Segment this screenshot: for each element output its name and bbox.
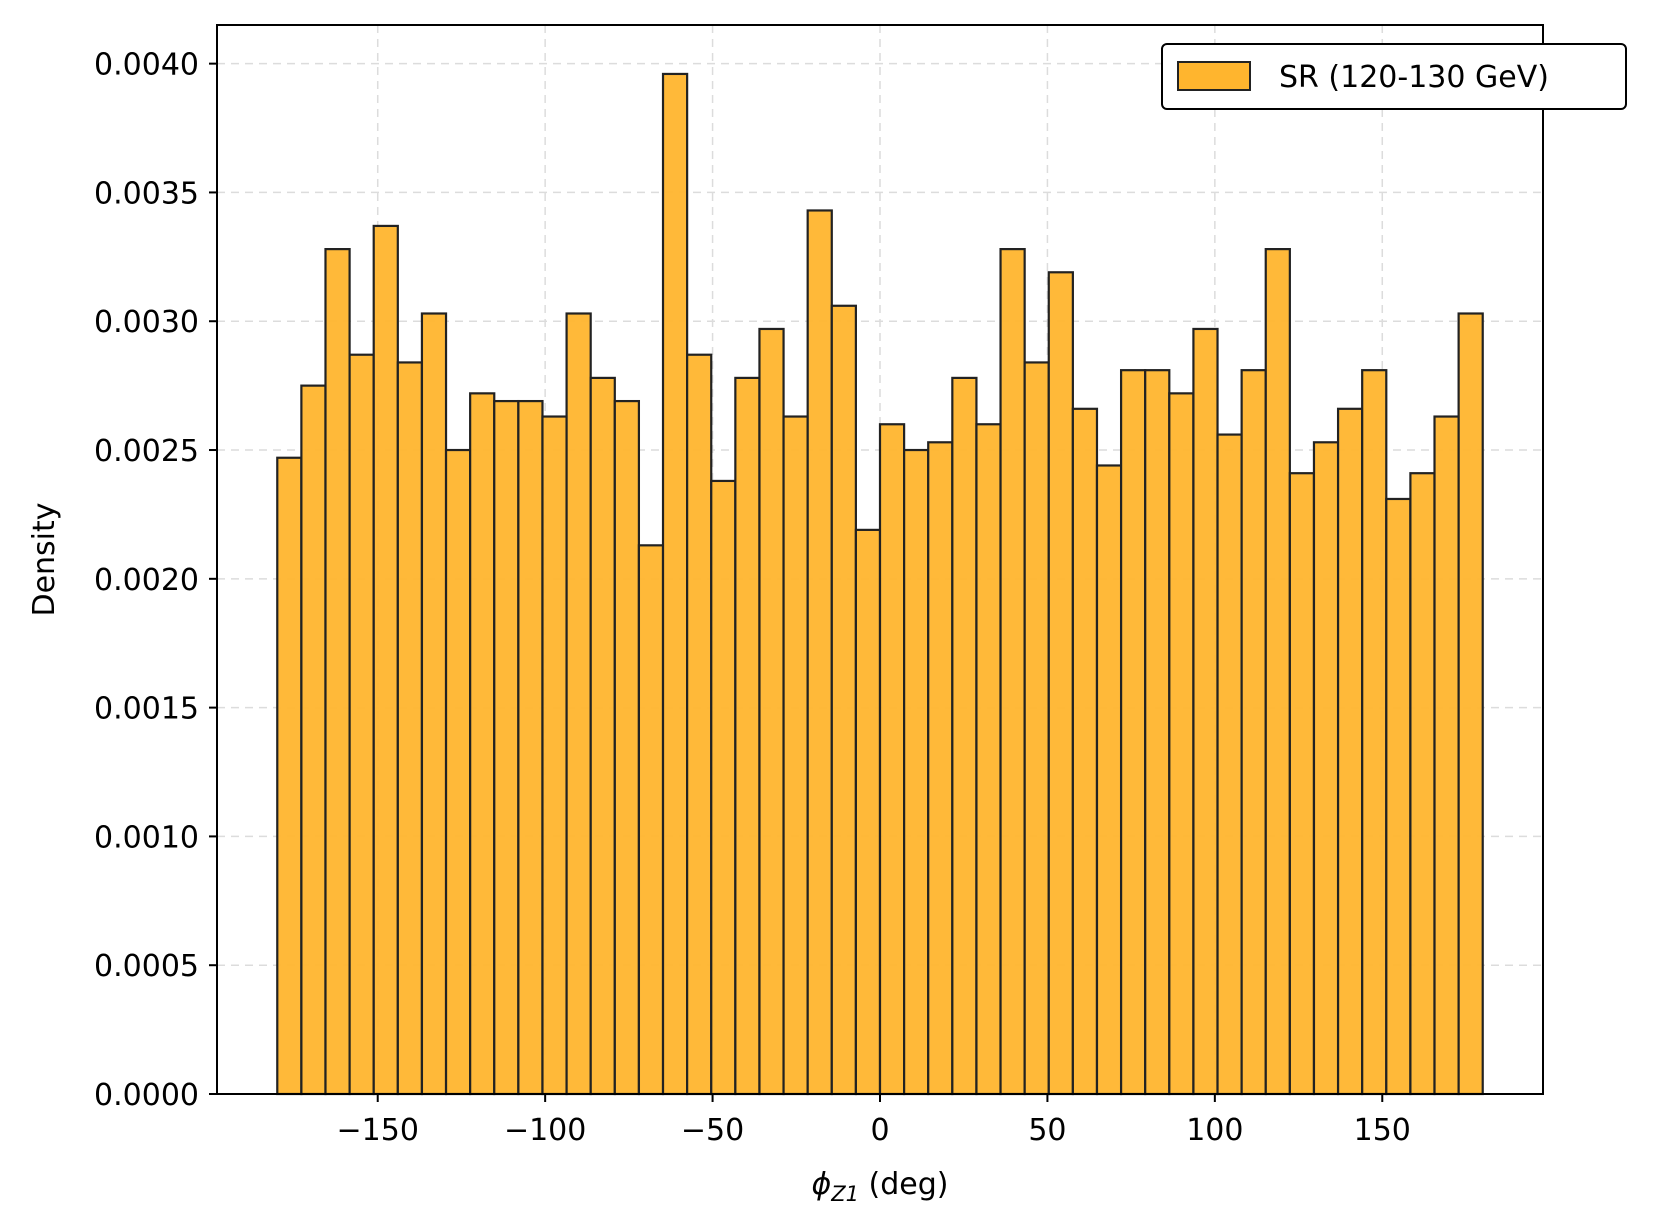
histogram-bar bbox=[1216, 433, 1243, 1096]
histogram-bar bbox=[878, 423, 906, 1096]
histogram-bar bbox=[1047, 271, 1074, 1096]
x-tick-label: 150 bbox=[1354, 1113, 1411, 1148]
histogram-bar bbox=[348, 353, 375, 1096]
histogram-bar bbox=[276, 456, 303, 1096]
x-axis-label-suffix: (deg) bbox=[859, 1167, 949, 1202]
histogram-bar bbox=[444, 448, 472, 1096]
histogram-bar bbox=[806, 209, 833, 1096]
y-tick-label: 0.0030 bbox=[94, 305, 199, 340]
histogram-bar bbox=[1336, 407, 1364, 1096]
histogram-bar bbox=[565, 312, 592, 1096]
legend-box bbox=[1161, 43, 1627, 110]
histogram-bar bbox=[637, 544, 665, 1096]
histogram-bar bbox=[661, 72, 689, 1096]
histogram-bar bbox=[469, 392, 496, 1096]
histogram-bar bbox=[1457, 312, 1484, 1096]
histogram-bar bbox=[999, 248, 1026, 1096]
histogram-bar bbox=[1144, 369, 1171, 1096]
histogram-bar bbox=[1095, 464, 1123, 1096]
histogram-bar bbox=[1264, 248, 1291, 1096]
histogram-bar bbox=[1240, 369, 1267, 1096]
histogram-bar bbox=[1361, 369, 1388, 1096]
y-tick-label: 0.0035 bbox=[94, 176, 199, 211]
y-tick-label: 0.0005 bbox=[94, 949, 199, 984]
y-tick-label: 0.0025 bbox=[94, 434, 199, 469]
x-axis-ticks: −150 −100 −50 0 50 100 150 bbox=[337, 1094, 1411, 1148]
histogram-bar bbox=[1312, 441, 1340, 1096]
histogram-bar bbox=[1409, 472, 1436, 1096]
y-tick-label: 0.0020 bbox=[94, 563, 199, 598]
histogram-bar bbox=[927, 441, 954, 1096]
legend-swatch bbox=[1177, 61, 1251, 91]
histogram-bar bbox=[589, 376, 616, 1096]
histogram-bar bbox=[1288, 472, 1316, 1096]
histogram-bar bbox=[782, 415, 809, 1096]
x-tick-label: 100 bbox=[1186, 1113, 1243, 1148]
histogram-bar bbox=[1385, 497, 1412, 1096]
x-tick-label: −50 bbox=[681, 1113, 744, 1148]
histogram-bar bbox=[1071, 407, 1099, 1096]
y-axis-ticks: 0.0000 0.0005 0.0010 0.0015 0.0020 0.0025 0.00… bbox=[94, 48, 217, 1113]
histogram-bar bbox=[903, 448, 930, 1096]
histogram-bar bbox=[517, 399, 544, 1096]
histogram-bar bbox=[854, 528, 882, 1096]
histogram-bar bbox=[372, 224, 399, 1096]
y-tick-label: 0.0015 bbox=[94, 692, 199, 727]
x-tick-label: −150 bbox=[337, 1113, 419, 1148]
histogram-bar bbox=[396, 361, 424, 1096]
x-tick-label: 50 bbox=[1028, 1113, 1066, 1148]
histogram-bar bbox=[830, 304, 857, 1096]
histogram-bar bbox=[541, 415, 568, 1096]
histogram-bar bbox=[975, 423, 1002, 1096]
histogram-bar bbox=[493, 399, 520, 1096]
legend-label: SR (120-130 GeV) bbox=[1279, 60, 1549, 95]
histogram-bar bbox=[686, 353, 713, 1096]
legend: SR (120-130 GeV) bbox=[1161, 43, 1627, 110]
histogram-bar bbox=[1119, 369, 1147, 1096]
histogram-bar bbox=[613, 399, 641, 1096]
histogram-bar bbox=[734, 376, 761, 1096]
histogram-bar bbox=[324, 248, 351, 1096]
histogram-bar bbox=[951, 376, 978, 1096]
y-tick-label: 0.0040 bbox=[94, 48, 199, 83]
histogram-bar bbox=[1023, 361, 1050, 1096]
histogram-bar bbox=[300, 384, 327, 1096]
x-axis-label: ϕZ1 (deg) bbox=[811, 1167, 948, 1206]
x-tick-label: 0 bbox=[870, 1113, 889, 1148]
histogram-bar bbox=[1168, 392, 1195, 1096]
histogram-bars bbox=[276, 72, 1484, 1096]
histogram-bar bbox=[420, 312, 448, 1096]
x-axis-label-subscript: Z1 bbox=[830, 1182, 859, 1206]
histogram-bar bbox=[1433, 415, 1460, 1096]
y-axis-label: Density bbox=[27, 502, 62, 616]
histogram-bar bbox=[758, 327, 785, 1096]
y-tick-label: 0.0000 bbox=[94, 1078, 199, 1113]
y-tick-label: 0.0010 bbox=[94, 820, 199, 855]
x-axis-label-symbol: ϕ bbox=[811, 1167, 831, 1202]
x-tick-label: −100 bbox=[504, 1113, 586, 1148]
histogram-bar bbox=[1192, 327, 1219, 1096]
histogram-bar bbox=[710, 479, 737, 1096]
